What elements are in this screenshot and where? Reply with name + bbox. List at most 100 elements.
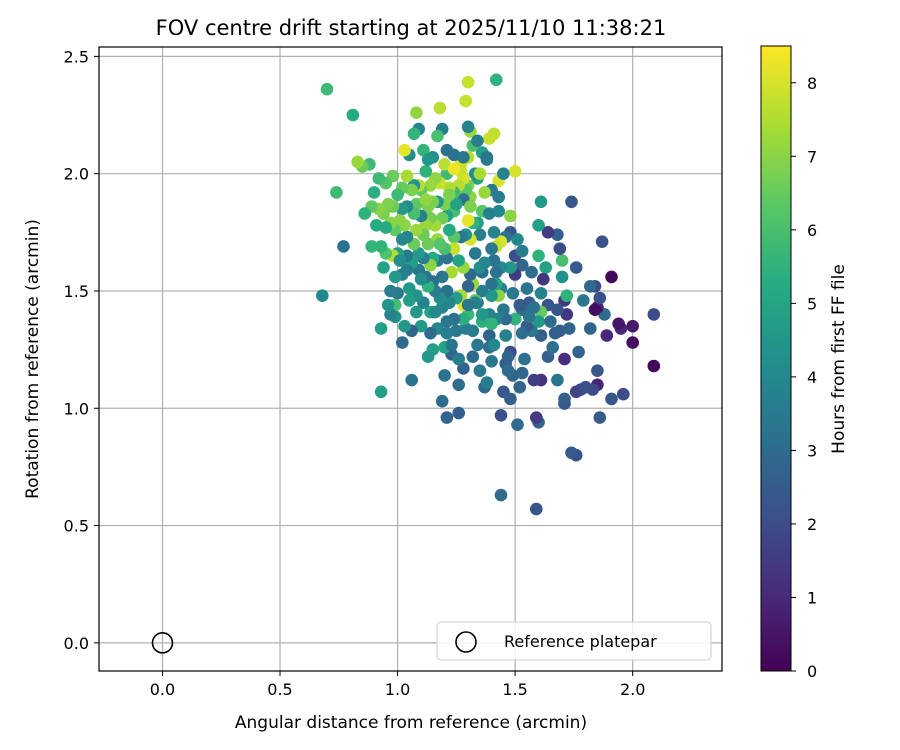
colorbar-gradient [760,45,792,672]
data-point [417,143,430,157]
data-point [452,254,466,267]
data-point [316,289,329,303]
data-point [487,226,501,239]
data-point [532,315,545,328]
data-point [480,151,494,164]
data-point [485,317,498,331]
data-point [527,373,541,387]
data-point [522,310,536,324]
data-point [485,355,498,368]
data-point [478,186,491,199]
data-point [388,270,402,284]
y-tick-label: 2.5 [64,47,89,66]
reference-marker-layer [151,632,174,654]
colorbar-label: Hours from first FF file [829,264,849,454]
data-point [391,188,404,202]
data-point [483,207,496,220]
data-point [450,197,463,211]
data-point [558,392,571,406]
data-point [428,305,442,319]
data-point [595,235,609,248]
data-point [515,326,529,340]
data-point [534,195,548,209]
data-point [445,265,458,279]
data-point [410,106,423,119]
data-point [511,418,524,432]
data-point [452,406,466,420]
data-point [504,209,517,223]
data-point [461,120,475,134]
data-point [377,261,390,274]
data-point [485,242,498,255]
data-point [475,308,489,321]
colorbar-tick-label: 5 [807,294,817,313]
data-point [499,329,512,342]
x-tick-label: 0.5 [267,680,292,699]
data-point [457,312,470,326]
data-point [459,322,473,335]
data-point [490,73,503,87]
data-point [424,326,437,340]
data-point [504,261,517,274]
data-point [459,94,473,108]
data-point [483,132,496,145]
data-point [381,298,395,312]
data-point [400,263,414,277]
data-point [515,366,529,380]
data-point [452,352,466,366]
data-point [560,289,574,303]
data-point [445,338,458,352]
data-point [499,312,512,326]
data-point [370,219,383,232]
data-point [584,322,597,335]
data-point [534,287,548,300]
data-point [407,127,421,141]
data-point [490,265,503,279]
data-point [374,322,388,335]
data-point [466,350,480,364]
y-axis-label: Rotation from reference (arcmin) [23,219,43,499]
data-point [612,317,625,331]
data-point [393,214,407,227]
data-point [337,240,350,253]
colorbar-tick-label: 6 [807,221,817,240]
data-point [511,233,524,246]
data-point [358,207,372,220]
data-point [419,193,433,206]
data-point [346,108,360,122]
data-point [438,369,451,382]
data-point [565,195,578,209]
legend-marker [455,631,477,653]
colorbar-tick-label: 4 [807,368,817,387]
colorbar: 0 1 2 3 4 5 6 7 8 Hours from first FF file [760,45,849,681]
data-point [440,315,454,328]
data-point [440,326,454,340]
data-point [471,134,484,148]
data-point [478,256,491,270]
data-point [605,270,618,284]
data-point [379,221,393,234]
data-point [424,179,437,192]
data-point [487,338,501,352]
data-point [546,341,559,354]
data-point [513,380,527,394]
data-point [579,380,592,394]
data-point [447,242,461,255]
data-point [471,338,484,352]
data-point [605,392,618,406]
x-axis: 0.0 0.5 1.0 1.5 2.0 [150,671,645,699]
data-point [532,249,545,263]
data-point [558,352,571,366]
data-point [393,254,407,267]
data-point [403,282,416,295]
data-point [374,385,388,399]
data-point [452,378,466,392]
data-point [560,308,574,321]
x-tick-label: 2.0 [620,680,645,699]
data-point [461,298,475,312]
data-point [508,165,522,178]
data-point [440,143,454,157]
legend-label: Reference platepar [504,632,657,651]
data-point [487,254,501,267]
data-point [421,153,435,166]
